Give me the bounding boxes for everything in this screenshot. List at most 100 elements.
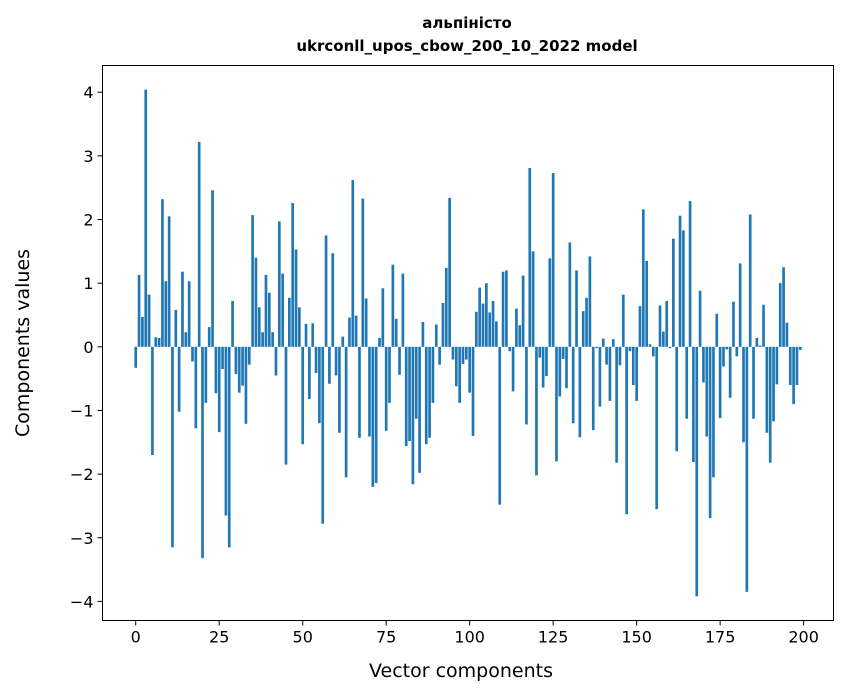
bar-145 (618, 346, 622, 366)
bar-113 (511, 346, 515, 392)
bar-191 (772, 346, 775, 422)
bar-86 (421, 321, 425, 347)
bar-165 (685, 346, 689, 419)
bar-161 (672, 238, 675, 347)
bar-50 (301, 346, 305, 445)
bar-156 (655, 346, 659, 510)
bar-79 (398, 346, 401, 375)
bar-42 (274, 346, 278, 376)
bar-36 (254, 257, 258, 347)
bar-84 (414, 346, 418, 419)
bar-69 (364, 298, 368, 347)
bar-91 (438, 346, 441, 365)
bar-125 (551, 173, 555, 347)
y-tick-label: −4 (70, 592, 94, 611)
bar-105 (485, 283, 488, 347)
bar-182 (742, 346, 745, 443)
bar-116 (521, 275, 525, 347)
bar-177 (725, 346, 729, 350)
bar-23 (211, 190, 214, 347)
bar-189 (765, 346, 769, 433)
bar-101 (471, 346, 475, 436)
x-tick-label: 125 (538, 628, 569, 647)
bar-6 (154, 337, 158, 347)
bar-197 (792, 346, 795, 405)
bar-41 (271, 332, 274, 347)
bar-100 (468, 346, 472, 393)
bar-147 (625, 346, 628, 515)
bars-group (134, 89, 802, 597)
bar-46 (288, 297, 291, 347)
bar-171 (705, 346, 709, 437)
bar-15 (184, 332, 188, 347)
bar-137 (591, 346, 595, 431)
bar-53 (311, 323, 315, 347)
bar-7 (157, 337, 161, 347)
bar-155 (652, 346, 655, 357)
bar-44 (281, 273, 284, 347)
plot-frame (102, 65, 834, 621)
bar-159 (665, 300, 669, 347)
bar-8 (161, 199, 164, 347)
bar-72 (374, 346, 378, 484)
y-tick-label: 3 (83, 147, 93, 166)
x-tick-label: 200 (788, 628, 819, 647)
bar-173 (712, 346, 715, 478)
bar-62 (341, 336, 345, 347)
bar-188 (762, 304, 765, 347)
bar-179 (732, 301, 735, 347)
bar-93 (444, 267, 448, 347)
bar-22 (207, 327, 211, 347)
y-tick-label: 1 (83, 274, 93, 293)
bar-135 (585, 297, 588, 347)
bar-17 (191, 346, 194, 362)
y-tick-label: −1 (70, 401, 94, 420)
bar-85 (418, 346, 421, 473)
bar-190 (768, 346, 772, 463)
bar-118 (528, 167, 532, 347)
bar-26 (221, 346, 224, 370)
x-tick-label: 150 (621, 628, 652, 647)
bar-193 (778, 283, 782, 347)
bar-95 (451, 346, 455, 360)
bar-115 (518, 325, 522, 347)
bar-102 (475, 311, 478, 347)
bar-18 (194, 346, 198, 429)
bar-32 (241, 346, 244, 386)
chart-subtitle: ukrconll_upos_cbow_200_10_2022 model (296, 37, 637, 55)
y-tick-label: −2 (70, 465, 94, 484)
bar-143 (611, 339, 615, 347)
bar-71 (371, 346, 375, 487)
bar-150 (635, 346, 638, 401)
bar-20 (201, 346, 204, 559)
bar-127 (558, 346, 562, 397)
bar-162 (675, 346, 679, 452)
bar-114 (515, 308, 518, 347)
bar-146 (621, 294, 625, 347)
bar-154 (648, 344, 652, 347)
y-tick-label: 4 (83, 83, 93, 102)
bar-134 (581, 311, 585, 347)
bar-106 (488, 312, 492, 347)
bar-19 (197, 141, 201, 347)
bar-112 (508, 346, 512, 352)
bar-141 (605, 346, 608, 365)
bar-185 (752, 346, 755, 419)
bar-51 (304, 323, 308, 347)
bar-138 (595, 346, 598, 349)
bar-21 (204, 346, 208, 403)
x-tick-label: 100 (454, 628, 485, 647)
x-axis: 0 25 50 75 100 125 150 175 200 (131, 620, 819, 647)
bar-9 (164, 281, 168, 347)
bar-64 (348, 317, 351, 347)
bar-172 (708, 346, 712, 519)
bar-38 (261, 332, 264, 347)
y-tick-label: 0 (83, 338, 93, 357)
bar-121 (538, 346, 542, 358)
bar-65 (351, 180, 355, 347)
bar-2 (141, 316, 144, 347)
bar-99 (464, 346, 468, 360)
bar-11 (171, 346, 174, 548)
bar-180 (735, 346, 739, 357)
bar-108 (495, 321, 498, 347)
